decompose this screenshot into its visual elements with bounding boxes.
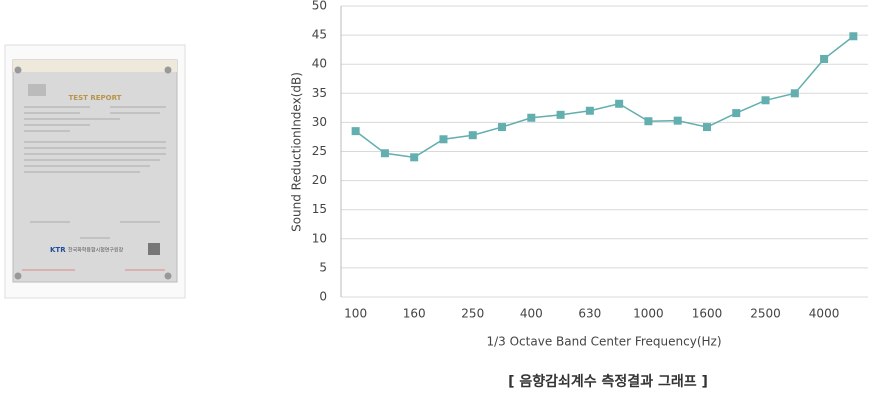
marker	[585, 106, 594, 115]
y-tick-label: 5	[319, 260, 327, 274]
y-tick-label: 0	[319, 290, 327, 304]
screw	[14, 272, 22, 280]
screw	[164, 272, 172, 280]
marker	[527, 113, 536, 122]
x-tick-label: 250	[461, 307, 484, 321]
screw	[164, 66, 172, 74]
x-tick-label: 4000	[809, 307, 840, 321]
marker	[644, 117, 653, 126]
x-tick-label: 2500	[750, 307, 781, 321]
x-axis-title: 1/3 Octave Band Center Frequency(Hz)	[486, 335, 721, 349]
qr-code	[148, 243, 160, 255]
y-tick-label: 10	[312, 231, 327, 245]
x-tick-label: 100	[344, 307, 367, 321]
marker	[468, 131, 477, 140]
report-lines	[22, 106, 166, 271]
screw	[14, 66, 22, 74]
marker	[498, 123, 507, 132]
y-tick-label: 45	[312, 28, 327, 42]
x-tick-label: 630	[578, 307, 601, 321]
marker	[351, 127, 360, 136]
marker	[732, 109, 741, 118]
x-tick-label: 1000	[633, 307, 664, 321]
marker	[702, 123, 711, 132]
report-issuer: 한국화학융합시험연구원장	[68, 247, 124, 254]
marker	[410, 153, 419, 162]
x-tick-label: 160	[403, 307, 426, 321]
y-tick-label: 30	[312, 115, 327, 129]
report-logo: KTR	[50, 246, 66, 254]
caption: [ 음향감쇠계수 측정결과 그래프 ]	[508, 373, 708, 390]
document-frame: TEST REPORT KTR 한국화학융합시험연구원장	[4, 44, 186, 299]
report-title: TEST REPORT	[69, 94, 122, 102]
marker	[615, 99, 624, 108]
x-tick-label: 400	[520, 307, 543, 321]
y-tick-label: 25	[312, 144, 327, 158]
marker	[439, 135, 448, 144]
y-tick-label: 50	[312, 0, 327, 13]
report-header	[13, 60, 177, 72]
series-line	[355, 35, 854, 159]
marker	[790, 89, 799, 98]
y-tick-label: 35	[312, 86, 327, 100]
marker	[820, 54, 829, 63]
marker	[849, 32, 858, 41]
marker	[556, 110, 565, 119]
y-tick-label: 20	[312, 173, 327, 187]
y-axis-title: Sound ReductionIndex(dB)	[290, 72, 304, 232]
y-tick-label: 15	[312, 202, 327, 216]
logo-box	[28, 84, 46, 96]
y-tick-label: 40	[312, 57, 327, 71]
marker	[673, 116, 682, 125]
x-tick-label: 1600	[692, 307, 723, 321]
marker	[380, 149, 389, 158]
marker	[761, 96, 770, 105]
